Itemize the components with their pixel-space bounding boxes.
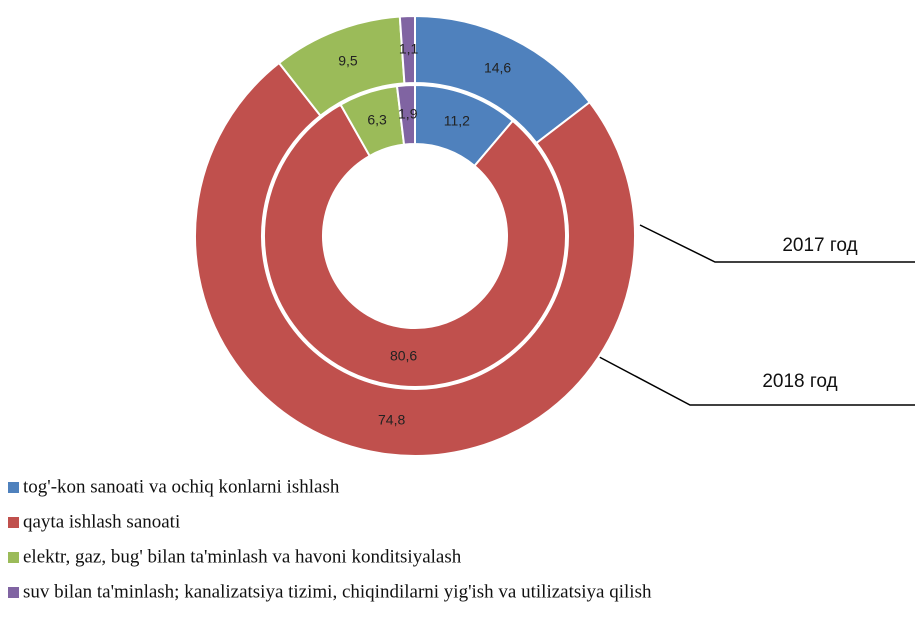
legend-swatch [8, 482, 19, 493]
legend-label: qayta ishlash sanoati [23, 511, 180, 532]
donut-segment [263, 103, 567, 388]
legend-swatch [8, 552, 19, 563]
donut-segment [194, 61, 636, 457]
series-label: 2017 год [782, 235, 857, 256]
legend-swatch [8, 587, 19, 598]
donut-segment [395, 83, 416, 146]
legend-label: suv bilan ta'minlash; kanalizatsiya tizi… [23, 581, 652, 602]
data-label: 14,6 [484, 59, 511, 75]
donut-segment [398, 14, 416, 85]
series-label: 2018 год [762, 371, 837, 392]
data-label: 6,3 [367, 111, 387, 127]
legend-label: tog'-kon sanoati va ochiq konlarni ishla… [23, 476, 340, 497]
legend-label: elektr, gaz, bug' bilan ta'minlash va ha… [23, 546, 462, 567]
data-label: 74,8 [378, 412, 405, 428]
annotation-line [639, 224, 915, 263]
data-label: 11,2 [444, 113, 470, 129]
legend-swatch [8, 517, 19, 528]
data-label: 80,6 [390, 348, 417, 364]
data-label: 9,5 [338, 53, 358, 69]
data-label: 1,1 [399, 40, 419, 56]
data-label: 1,9 [398, 105, 418, 121]
